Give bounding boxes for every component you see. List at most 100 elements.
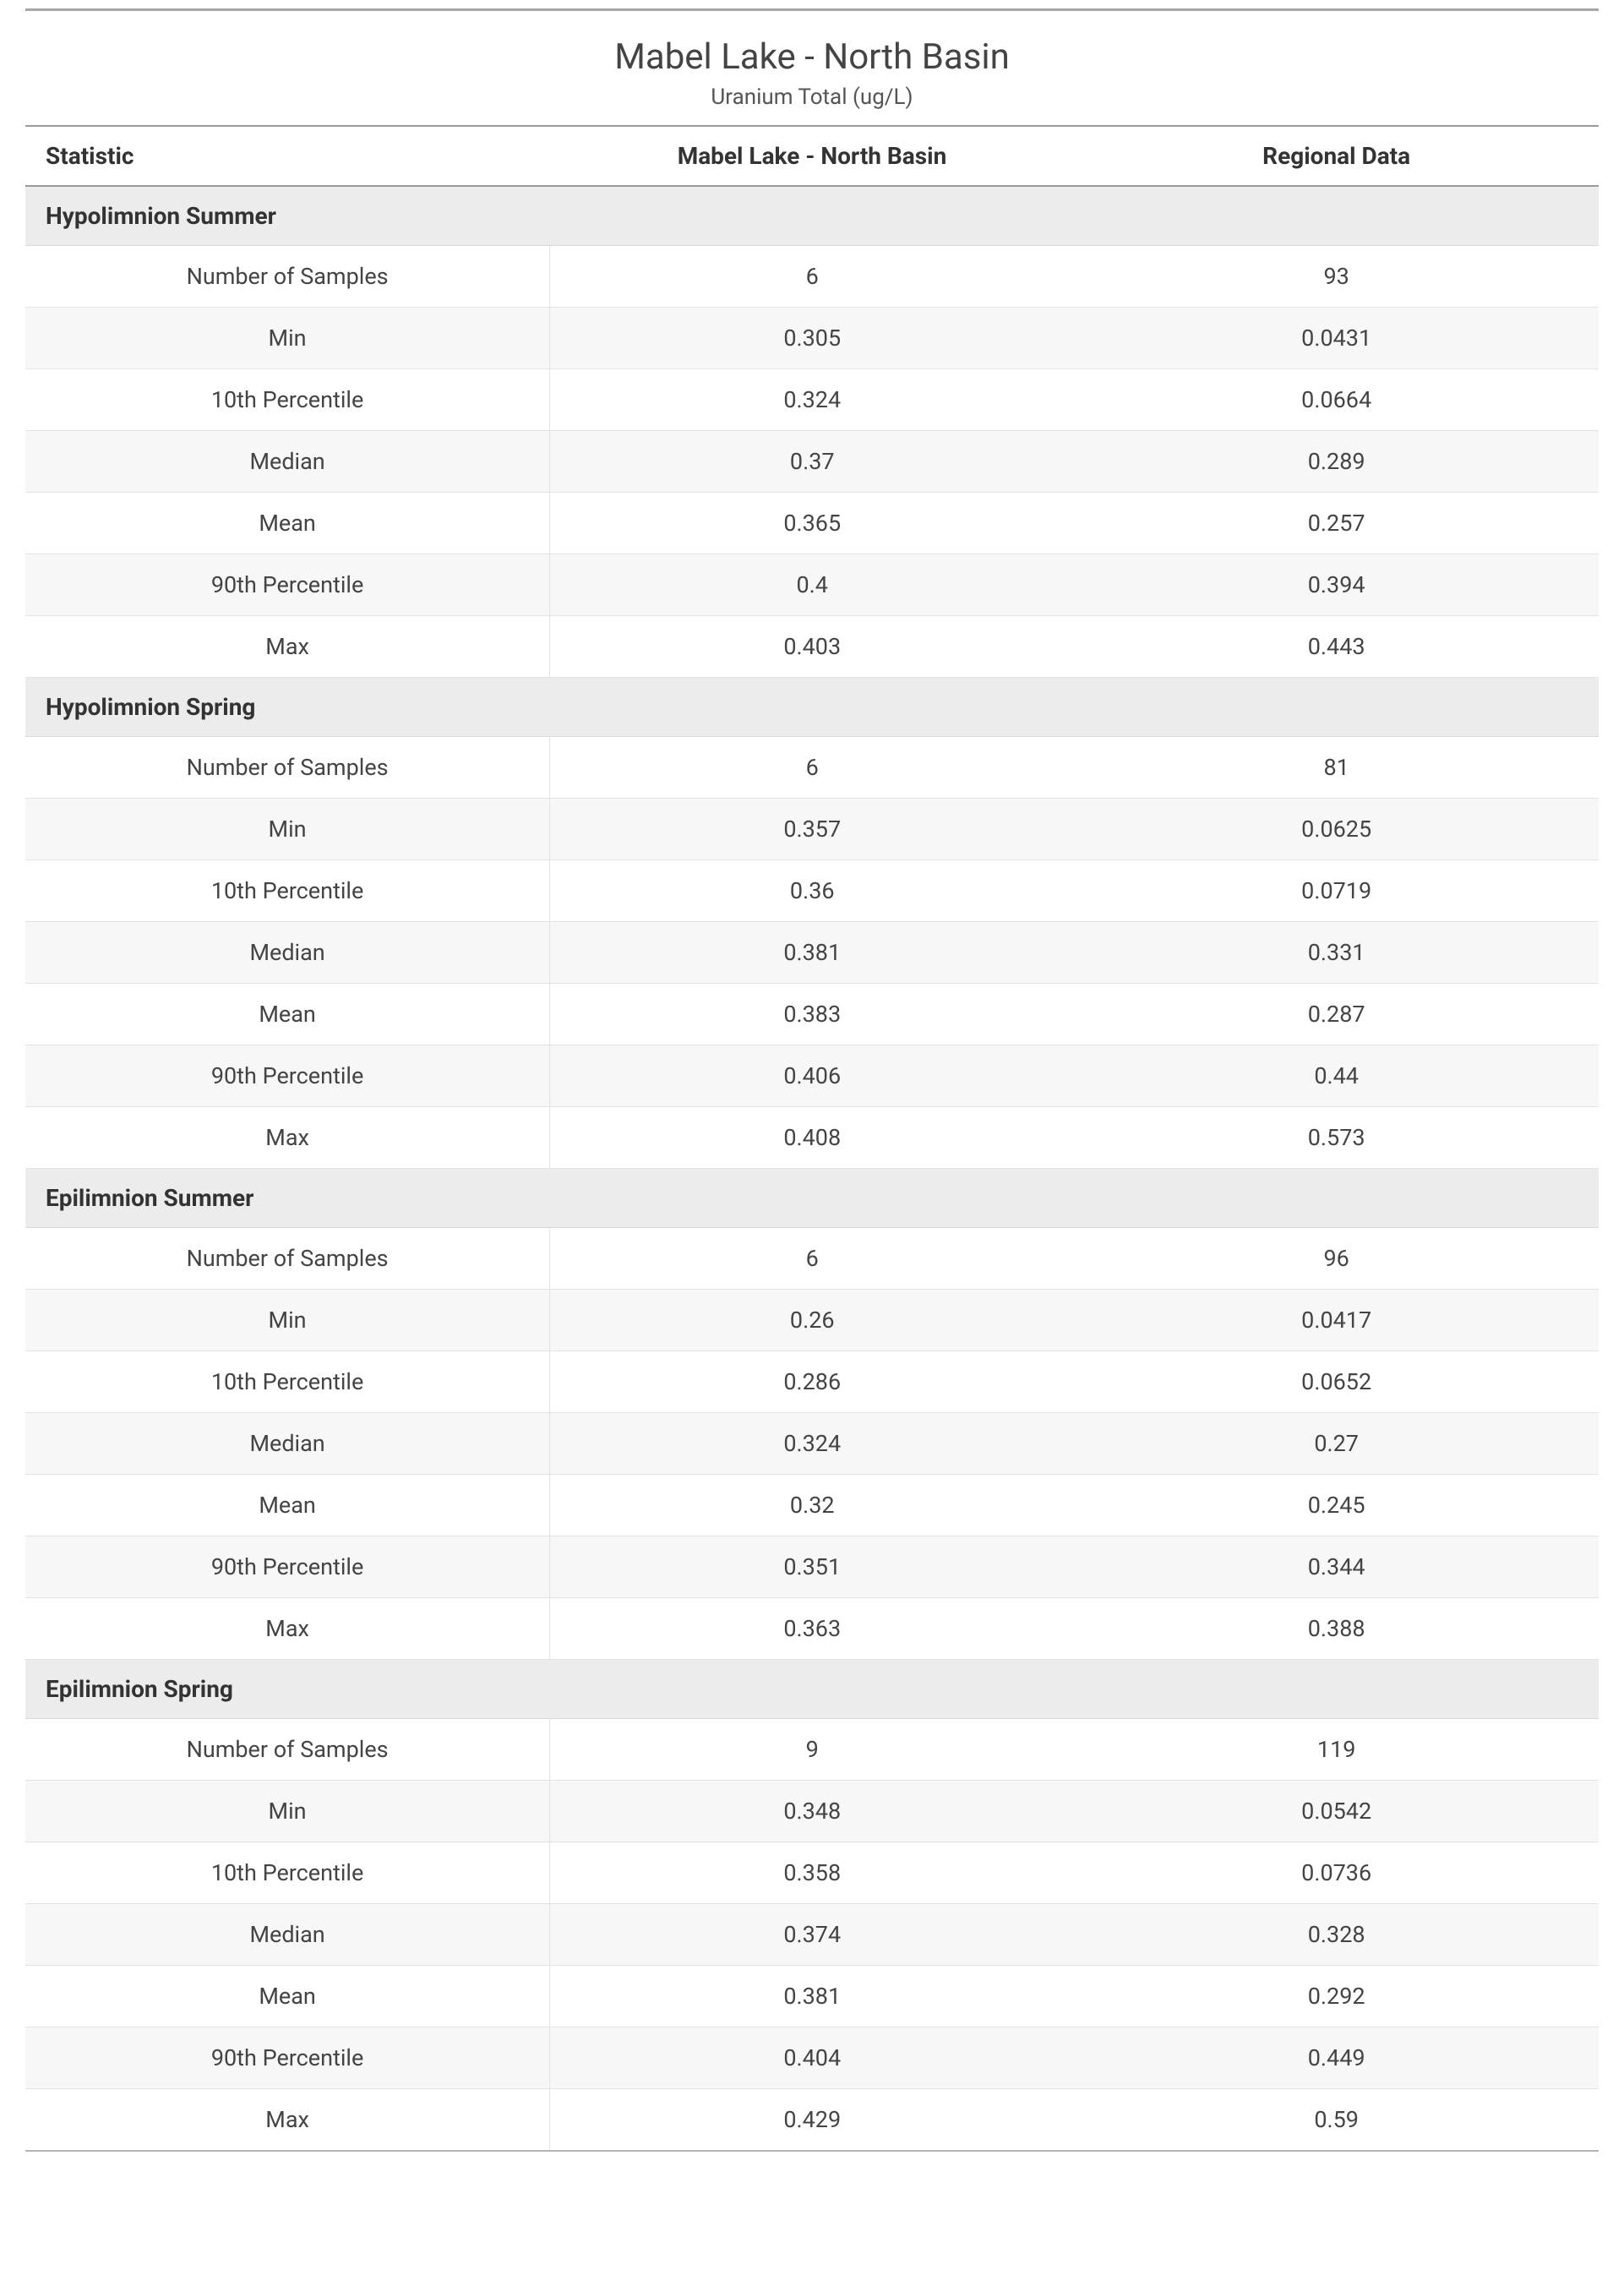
stat-name-cell: Min — [25, 1290, 550, 1351]
stat-name-cell: 90th Percentile — [25, 1536, 550, 1598]
stat-name-cell: Max — [25, 2089, 550, 2152]
regional-value-cell: 0.331 — [1074, 922, 1599, 984]
site-value-cell: 0.365 — [550, 493, 1075, 554]
stat-name-cell: Mean — [25, 493, 550, 554]
site-value-cell: 0.4 — [550, 554, 1075, 616]
stat-name-cell: 10th Percentile — [25, 369, 550, 431]
section-title: Hypolimnion Summer — [25, 186, 1599, 246]
regional-value-cell: 0.443 — [1074, 616, 1599, 678]
site-value-cell: 6 — [550, 737, 1075, 799]
site-value-cell: 0.324 — [550, 1413, 1075, 1475]
site-value-cell: 0.351 — [550, 1536, 1075, 1598]
table-row: Min0.3570.0625 — [25, 799, 1599, 860]
site-value-cell: 0.37 — [550, 431, 1075, 493]
stat-name-cell: Min — [25, 1781, 550, 1842]
site-value-cell: 0.32 — [550, 1475, 1075, 1536]
table-row: Max0.4290.59 — [25, 2089, 1599, 2152]
table-row: Max0.4030.443 — [25, 616, 1599, 678]
table-row: Mean0.3810.292 — [25, 1966, 1599, 2027]
table-row: Number of Samples693 — [25, 246, 1599, 308]
table-row: Median0.370.289 — [25, 431, 1599, 493]
stat-name-cell: Mean — [25, 1475, 550, 1536]
table-row: Mean0.3830.287 — [25, 984, 1599, 1045]
section-row: Hypolimnion Summer — [25, 186, 1599, 246]
regional-value-cell: 0.573 — [1074, 1107, 1599, 1169]
regional-value-cell: 0.44 — [1074, 1045, 1599, 1107]
regional-value-cell: 0.0736 — [1074, 1842, 1599, 1904]
site-value-cell: 0.324 — [550, 369, 1075, 431]
regional-value-cell: 0.328 — [1074, 1904, 1599, 1966]
table-row: Number of Samples696 — [25, 1228, 1599, 1290]
section-title: Epilimnion Spring — [25, 1660, 1599, 1719]
stat-name-cell: Max — [25, 1107, 550, 1169]
site-value-cell: 0.403 — [550, 616, 1075, 678]
regional-value-cell: 0.0719 — [1074, 860, 1599, 922]
site-value-cell: 0.408 — [550, 1107, 1075, 1169]
site-value-cell: 0.36 — [550, 860, 1075, 922]
col-header-regional: Regional Data — [1074, 126, 1599, 186]
regional-value-cell: 0.0542 — [1074, 1781, 1599, 1842]
section-row: Epilimnion Summer — [25, 1169, 1599, 1228]
stat-name-cell: Max — [25, 1598, 550, 1660]
table-header-row: Statistic Mabel Lake - North Basin Regio… — [25, 126, 1599, 186]
regional-value-cell: 0.289 — [1074, 431, 1599, 493]
table-body: Hypolimnion SummerNumber of Samples693Mi… — [25, 186, 1599, 2151]
table-row: Number of Samples9119 — [25, 1719, 1599, 1781]
col-header-statistic: Statistic — [25, 126, 550, 186]
stat-name-cell: 10th Percentile — [25, 1351, 550, 1413]
regional-value-cell: 0.0417 — [1074, 1290, 1599, 1351]
regional-value-cell: 0.0652 — [1074, 1351, 1599, 1413]
site-value-cell: 0.381 — [550, 922, 1075, 984]
report-page: Mabel Lake - North Basin Uranium Total (… — [0, 0, 1624, 2185]
site-value-cell: 0.357 — [550, 799, 1075, 860]
table-row: 10th Percentile0.3240.0664 — [25, 369, 1599, 431]
regional-value-cell: 0.0625 — [1074, 799, 1599, 860]
stat-name-cell: Median — [25, 431, 550, 493]
table-row: Min0.3480.0542 — [25, 1781, 1599, 1842]
table-row: 10th Percentile0.3580.0736 — [25, 1842, 1599, 1904]
col-header-site: Mabel Lake - North Basin — [550, 126, 1075, 186]
stat-name-cell: Mean — [25, 1966, 550, 2027]
site-value-cell: 9 — [550, 1719, 1075, 1781]
regional-value-cell: 0.245 — [1074, 1475, 1599, 1536]
table-row: Median0.3240.27 — [25, 1413, 1599, 1475]
regional-value-cell: 0.257 — [1074, 493, 1599, 554]
site-value-cell: 0.305 — [550, 308, 1075, 369]
stat-name-cell: Number of Samples — [25, 1719, 550, 1781]
table-row: Median0.3810.331 — [25, 922, 1599, 984]
table-row: 90th Percentile0.3510.344 — [25, 1536, 1599, 1598]
section-row: Epilimnion Spring — [25, 1660, 1599, 1719]
stat-name-cell: 10th Percentile — [25, 1842, 550, 1904]
regional-value-cell: 0.292 — [1074, 1966, 1599, 2027]
stat-name-cell: Mean — [25, 984, 550, 1045]
site-value-cell: 0.26 — [550, 1290, 1075, 1351]
table-row: Number of Samples681 — [25, 737, 1599, 799]
regional-value-cell: 0.449 — [1074, 2027, 1599, 2089]
regional-value-cell: 0.0431 — [1074, 308, 1599, 369]
stat-name-cell: 90th Percentile — [25, 554, 550, 616]
site-value-cell: 6 — [550, 1228, 1075, 1290]
site-value-cell: 0.429 — [550, 2089, 1075, 2152]
site-value-cell: 0.383 — [550, 984, 1075, 1045]
top-rule — [25, 8, 1599, 11]
site-value-cell: 0.348 — [550, 1781, 1075, 1842]
regional-value-cell: 0.0664 — [1074, 369, 1599, 431]
regional-value-cell: 0.394 — [1074, 554, 1599, 616]
regional-value-cell: 81 — [1074, 737, 1599, 799]
regional-value-cell: 0.344 — [1074, 1536, 1599, 1598]
table-row: Min0.3050.0431 — [25, 308, 1599, 369]
site-value-cell: 0.404 — [550, 2027, 1075, 2089]
table-row: 10th Percentile0.2860.0652 — [25, 1351, 1599, 1413]
table-row: 10th Percentile0.360.0719 — [25, 860, 1599, 922]
site-value-cell: 0.286 — [550, 1351, 1075, 1413]
stat-name-cell: 10th Percentile — [25, 860, 550, 922]
stat-name-cell: Number of Samples — [25, 737, 550, 799]
table-row: 90th Percentile0.40.394 — [25, 554, 1599, 616]
regional-value-cell: 93 — [1074, 246, 1599, 308]
site-value-cell: 6 — [550, 246, 1075, 308]
regional-value-cell: 0.59 — [1074, 2089, 1599, 2152]
regional-value-cell: 119 — [1074, 1719, 1599, 1781]
stat-name-cell: Min — [25, 308, 550, 369]
site-value-cell: 0.363 — [550, 1598, 1075, 1660]
stat-name-cell: Max — [25, 616, 550, 678]
